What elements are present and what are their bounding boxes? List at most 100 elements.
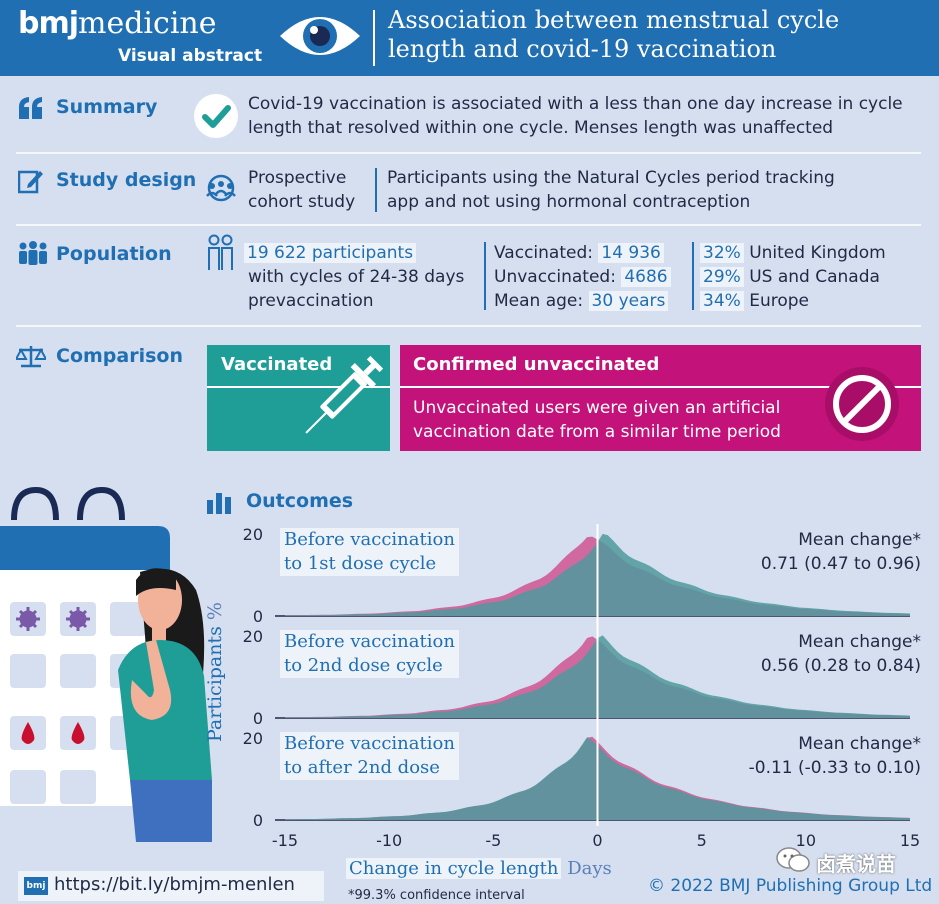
panel-3-label: Before vaccination to after 2nd dose xyxy=(280,732,459,780)
participants-count: 19 622 participants xyxy=(244,243,417,263)
participants-icon xyxy=(208,234,233,270)
mean-age-label: Mean age: xyxy=(494,291,584,311)
x-axis-unit: Days xyxy=(567,858,612,879)
calendar-illustration xyxy=(0,486,212,842)
prohibited-icon xyxy=(825,367,899,441)
unvaccinated-box-rule xyxy=(400,386,921,388)
participants-block: 19 622 participants with cycles of 24-38… xyxy=(244,241,464,313)
wechat-icon xyxy=(776,847,810,872)
regions-list: 32% United Kingdom 29% US and Canada 34%… xyxy=(700,241,886,313)
study-type-line-2: cohort study xyxy=(248,192,356,212)
panel-2-mean-label: Mean change* xyxy=(798,632,921,652)
vaccinated-box: Vaccinated xyxy=(207,345,390,451)
x-axis-label: Change in cycle length xyxy=(346,858,562,879)
y-tick-label: 20 xyxy=(243,627,263,646)
title-line-1: Association between menstrual cycle xyxy=(388,6,840,34)
brand-bold: bmj xyxy=(18,6,79,41)
divider-2 xyxy=(16,224,921,226)
brand-rest: medicine xyxy=(78,6,217,41)
panel-2-mean: Mean change* 0.56 (0.28 to 0.84) xyxy=(761,630,921,678)
summary-line-2: length that resolved within one cycle. M… xyxy=(248,118,834,138)
y-tick-label: 0 xyxy=(253,811,263,830)
group-icon xyxy=(206,174,236,202)
population-divider-1 xyxy=(484,242,486,310)
comparison-label: Comparison xyxy=(56,345,183,367)
vaccinated-label: Vaccinated: xyxy=(494,243,593,263)
unvaccinated-title: Confirmed unvaccinated xyxy=(413,354,660,375)
people-icon xyxy=(19,241,47,265)
summary-line-1: Covid-19 vaccination is associated with … xyxy=(248,94,903,114)
panel-3-label-line-2: to after 2nd dose xyxy=(284,757,440,778)
panel-3-mean: Mean change* -0.11 (-0.33 to 0.10) xyxy=(749,732,921,780)
header-divider xyxy=(373,10,375,66)
x-tick-label: -15 xyxy=(272,831,298,850)
region-pct: 34% xyxy=(700,291,744,311)
quote-icon xyxy=(19,97,42,119)
panel-1-label-line-1: Before vaccination xyxy=(284,529,455,550)
panel-3-label-line-1: Before vaccination xyxy=(284,733,455,754)
y-axis-unit: % xyxy=(204,602,226,621)
divider-3 xyxy=(16,325,921,327)
y-tick-label: 0 xyxy=(253,607,263,626)
study-type-line-1: Prospective xyxy=(248,168,347,188)
vaccinated-value: 14 936 xyxy=(598,243,664,263)
header-bar: bmjmedicine Visual abstract Association … xyxy=(0,0,939,76)
study-type: Prospective cohort study xyxy=(248,166,355,214)
panel-2-label-line-1: Before vaccination xyxy=(284,631,455,652)
study-description: Participants using the Natural Cycles pe… xyxy=(387,166,835,214)
unvaccinated-line-1: Unvaccinated users were given an artific… xyxy=(413,398,781,418)
region-name: US and Canada xyxy=(749,267,880,287)
region-name: Europe xyxy=(749,291,809,311)
panel-1-mean: Mean change* 0.71 (0.47 to 0.96) xyxy=(761,528,921,576)
panel-2-mean-value: 0.56 (0.28 to 0.84) xyxy=(760,656,921,676)
bmj-logo-icon: bmj xyxy=(24,877,48,895)
unvaccinated-label: Unvaccinated: xyxy=(494,267,616,287)
mean-age-value: 30 years xyxy=(588,291,669,311)
title-line-2: length and covid-19 vaccination xyxy=(388,35,777,63)
syringe-icon xyxy=(305,355,384,434)
header-subtitle: Visual abstract xyxy=(118,46,263,66)
panel-3-mean-label: Mean change* xyxy=(798,734,921,754)
y-axis-label: Participants xyxy=(204,626,226,742)
unvaccinated-box: Confirmed unvaccinated Unvaccinated user… xyxy=(400,345,921,451)
vaccination-counts: Vaccinated: 14 936 Unvaccinated: 4686 Me… xyxy=(494,241,671,313)
pencil-icon xyxy=(18,170,43,194)
eye-icon xyxy=(280,17,360,55)
footer-copyright: © 2022 BMJ Publishing Group Ltd xyxy=(648,876,933,896)
scales-icon xyxy=(16,346,46,368)
panel-1-label-line-2: to 1st dose cycle xyxy=(284,553,437,574)
watermark-text: 卤煮说苗 xyxy=(816,852,896,876)
y-tick-label: 0 xyxy=(253,709,263,728)
summary-label: Summary xyxy=(56,96,158,118)
participants-line-3: prevaccination xyxy=(248,291,374,311)
region-row: 34% Europe xyxy=(700,289,886,313)
y-tick-label: 20 xyxy=(243,729,263,748)
y-tick-label: 20 xyxy=(243,525,263,544)
region-pct: 29% xyxy=(700,267,744,287)
study-divider xyxy=(375,168,377,212)
panel-1-mean-label: Mean change* xyxy=(798,530,921,550)
panel-3-mean-value: -0.11 (-0.33 to 0.10) xyxy=(748,758,921,778)
vaccinated-box-rule xyxy=(207,386,390,388)
bar-chart-icon xyxy=(207,493,231,514)
unvaccinated-value: 4686 xyxy=(621,267,671,287)
unvaccinated-line-2: vaccination date from a similar time per… xyxy=(413,422,781,442)
footer-link-box[interactable]: bmj https://bit.ly/bmjm-menlen xyxy=(18,871,324,901)
study-desc-line-1: Participants using the Natural Cycles pe… xyxy=(387,168,835,188)
population-label: Population xyxy=(56,243,172,265)
region-name: United Kingdom xyxy=(749,243,886,263)
panel-1-mean-value: 0.71 (0.47 to 0.96) xyxy=(760,554,921,574)
study-design-label: Study design xyxy=(56,169,197,191)
region-row: 32% United Kingdom xyxy=(700,241,886,265)
study-desc-line-2: app and not using hormonal contraception xyxy=(387,192,751,212)
outcomes-label: Outcomes xyxy=(246,490,354,512)
panel-2-label: Before vaccination to 2nd dose cycle xyxy=(280,630,459,678)
panel-1-label: Before vaccination to 1st dose cycle xyxy=(280,528,459,576)
x-tick-label: 10 xyxy=(796,831,816,850)
unvaccinated-text: Unvaccinated users were given an artific… xyxy=(413,396,781,444)
x-tick-label: 0 xyxy=(592,831,602,850)
footer-note: *99.3% confidence interval xyxy=(348,888,525,903)
footer-url[interactable]: https://bit.ly/bmjm-menlen xyxy=(54,874,295,895)
x-tick-label: -5 xyxy=(485,831,501,850)
